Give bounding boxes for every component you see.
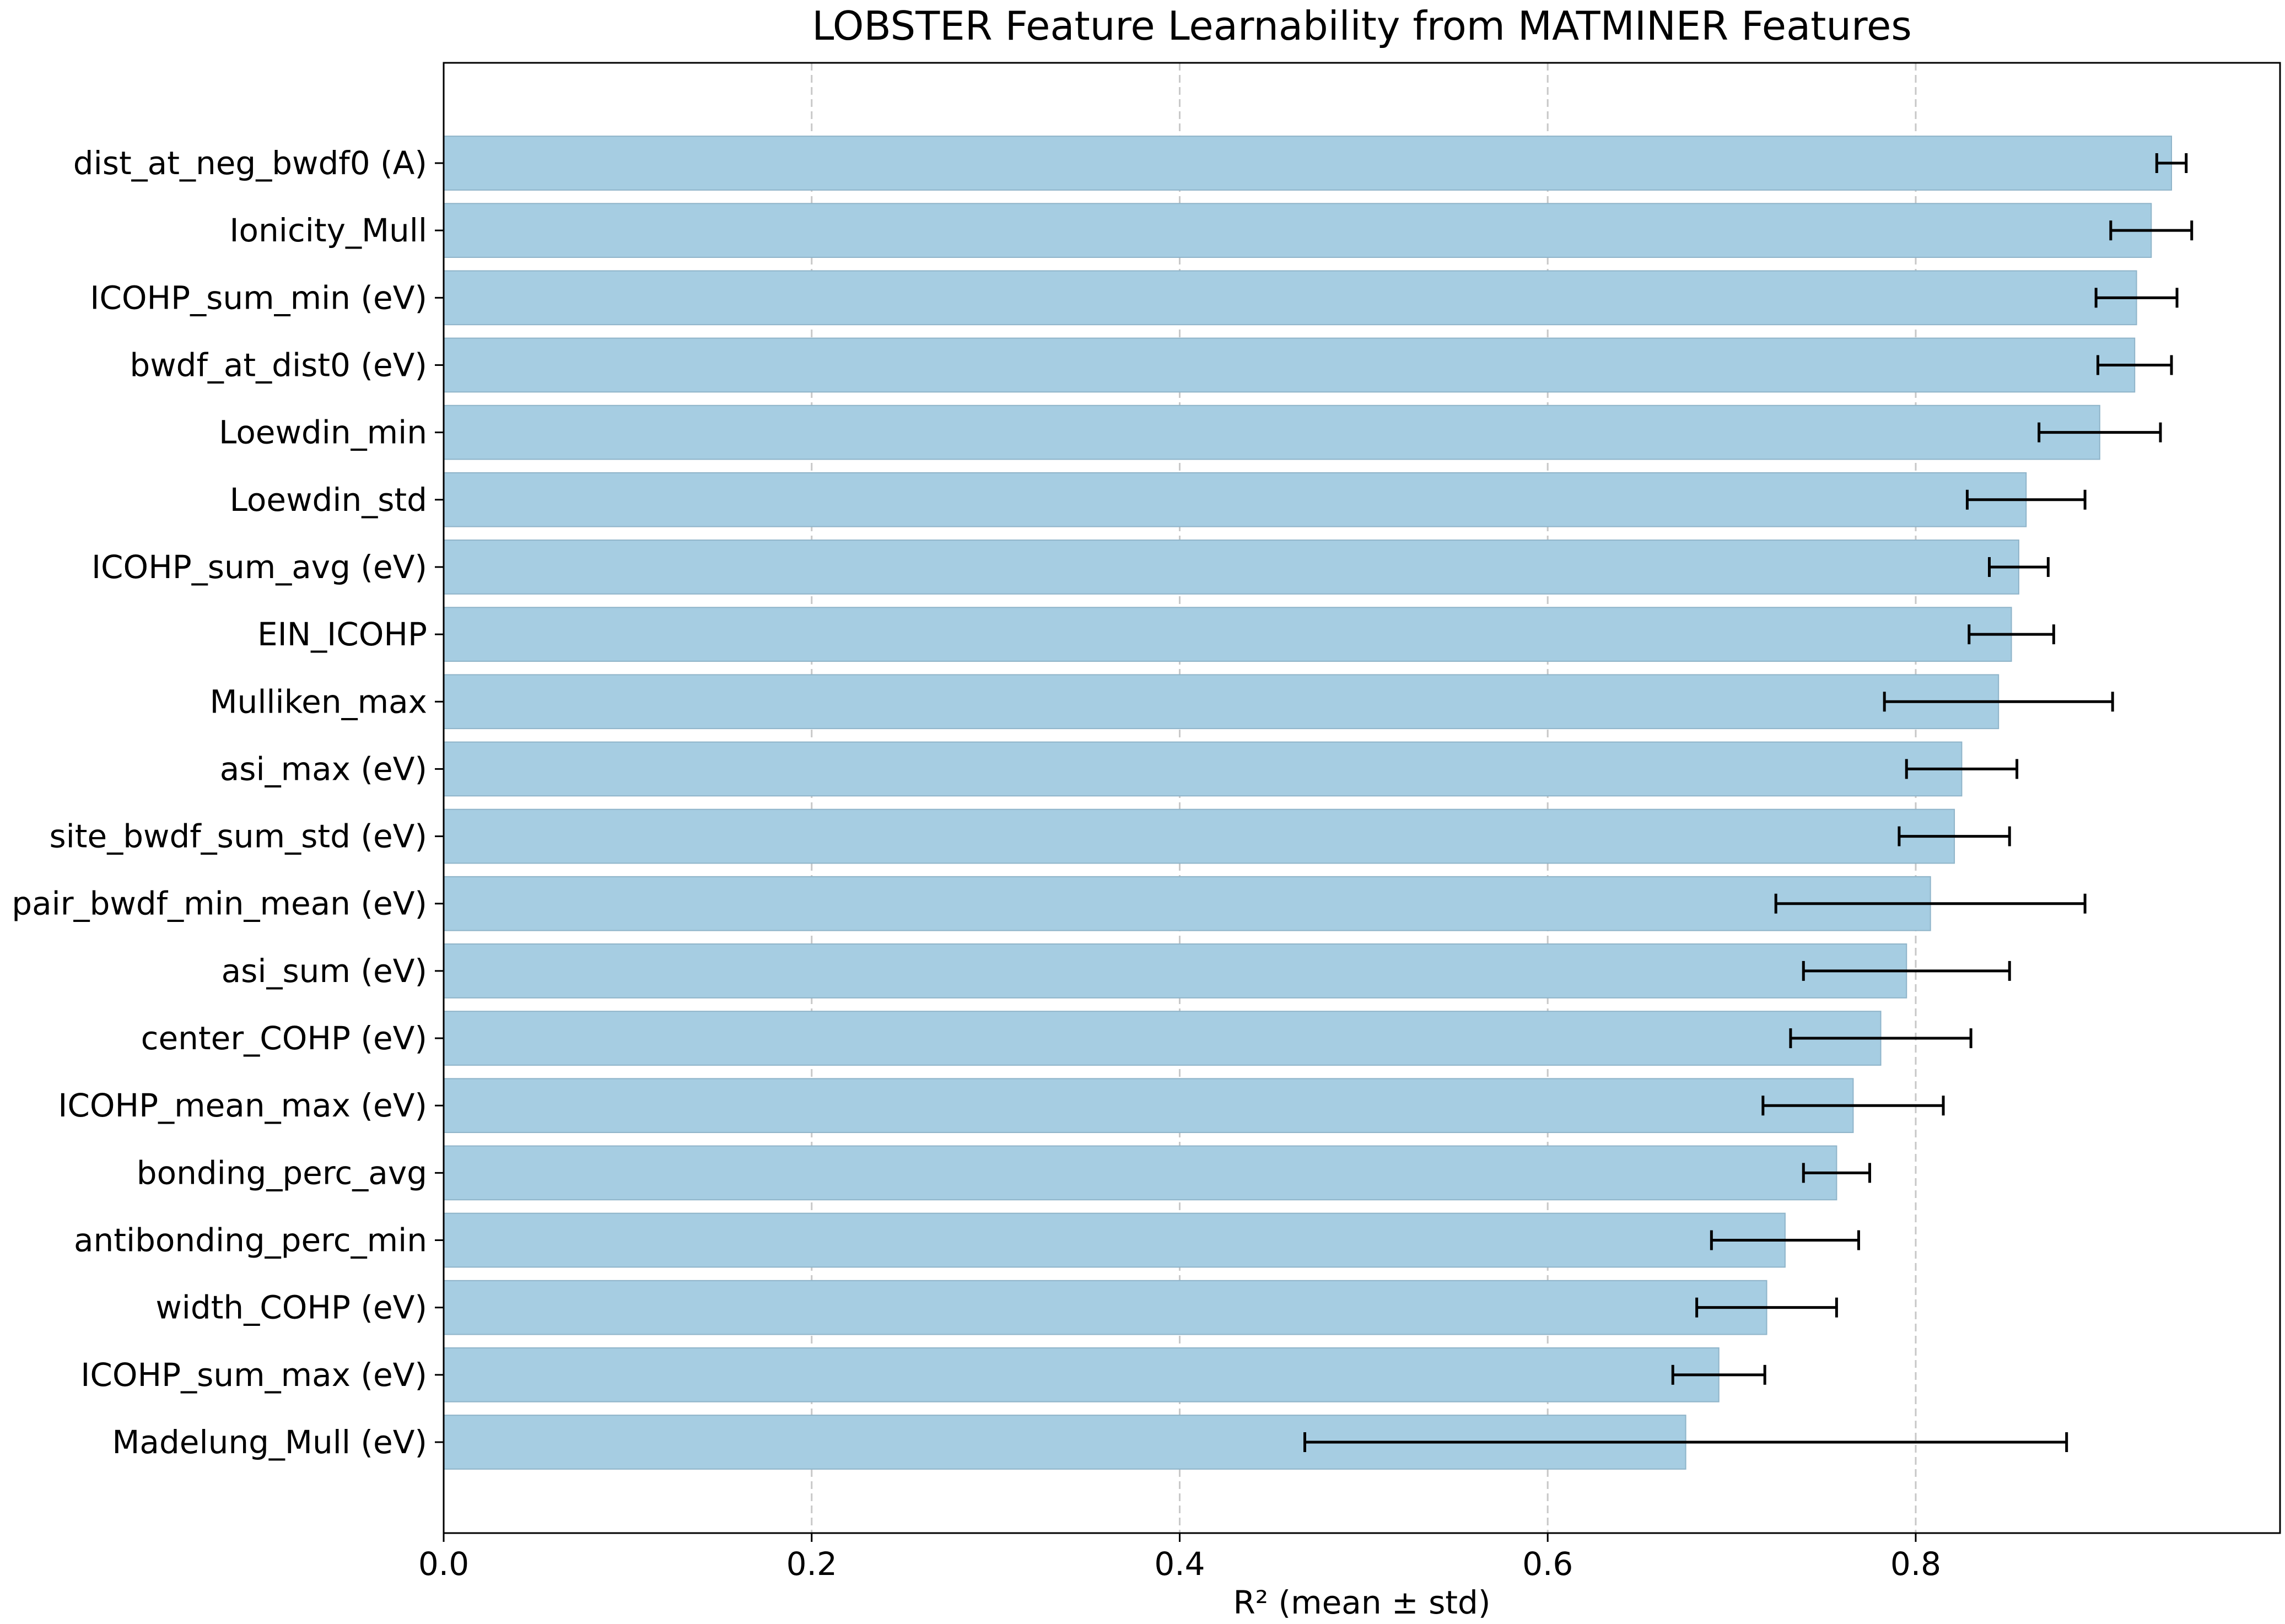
y-tick-label: dist_at_neg_bwdf0 (A)	[73, 144, 427, 182]
error-bar	[1671, 1364, 1766, 1385]
y-tick-label: ICOHP_mean_max (eV)	[58, 1087, 427, 1124]
error-bar	[2038, 422, 2162, 443]
bar	[443, 607, 2012, 662]
bar	[443, 741, 1963, 797]
bar	[443, 472, 2027, 527]
bar	[443, 674, 2000, 730]
error-bar	[1802, 961, 2011, 981]
y-tick-label: Ionicity_Mull	[229, 212, 427, 249]
bar	[443, 1347, 1720, 1402]
bar	[443, 136, 2173, 191]
bars	[443, 136, 2173, 1470]
error-bar	[1905, 759, 2019, 779]
error-bar	[1802, 1163, 1871, 1183]
x-tick-label: 0.4	[1154, 1545, 1205, 1583]
error-bar	[1774, 893, 2087, 914]
bar	[443, 943, 1907, 999]
y-tick-label: bonding_perc_avg	[137, 1154, 427, 1191]
y-tick-label: center_COHP (eV)	[141, 1019, 427, 1057]
y-axis-ticks: dist_at_neg_bwdf0 (A) Ionicity_Mull ICOHP_…	[12, 144, 444, 1461]
y-tick-label: Mulliken_max	[210, 683, 427, 720]
bar	[443, 1145, 1837, 1201]
error-bar	[1965, 489, 2087, 510]
y-tick-label: Madelung_Mull (eV)	[112, 1423, 427, 1461]
error-bar	[1898, 826, 2011, 846]
error-bar	[1710, 1230, 1860, 1250]
bar	[443, 337, 2136, 393]
y-tick-label: asi_max (eV)	[220, 750, 427, 787]
y-tick-label: asi_sum (eV)	[222, 952, 427, 990]
x-tick-label: 0.0	[418, 1545, 469, 1583]
x-tick-label: 0.6	[1522, 1545, 1573, 1583]
error-bar	[1987, 557, 2050, 577]
x-tick-label: 0.2	[786, 1545, 837, 1583]
bar	[443, 1280, 1767, 1335]
y-tick-label: antibonding_perc_min	[74, 1222, 427, 1259]
y-tick-label: ICOHP_sum_avg (eV)	[91, 548, 427, 586]
x-tick-label: 0.8	[1890, 1545, 1941, 1583]
y-tick-label: pair_bwdf_min_mean (eV)	[12, 885, 427, 922]
x-axis-ticks: 0.0 0.2 0.4 0.6 0.8	[418, 1533, 1941, 1583]
error-bar	[1303, 1432, 2068, 1452]
y-tick-label: Loewdin_std	[230, 481, 427, 519]
y-tick-label: EIN_ICOHP	[257, 616, 427, 653]
bar	[443, 1011, 1882, 1066]
error-bar	[1761, 1096, 1945, 1116]
error-bar	[1968, 624, 2055, 645]
error-bar	[2094, 288, 2179, 308]
x-axis-label: R² (mean ± std)	[1233, 1584, 1491, 1621]
bar	[443, 404, 2100, 460]
error-bar	[1883, 692, 2114, 712]
bar	[443, 1078, 1854, 1134]
bar	[443, 539, 2019, 595]
error-bar	[1695, 1297, 1838, 1318]
y-tick-label: ICOHP_sum_max (eV)	[80, 1356, 427, 1394]
y-tick-label: width_COHP (eV)	[155, 1289, 427, 1326]
y-tick-label: ICOHP_sum_min (eV)	[90, 279, 427, 316]
y-tick-label: Loewdin_min	[219, 414, 427, 451]
error-bar	[2096, 355, 2173, 375]
plot-frame	[443, 62, 2281, 1534]
bar	[443, 1212, 1786, 1268]
bar	[443, 808, 1955, 864]
bar	[443, 203, 2152, 258]
error-bars	[1303, 153, 2194, 1452]
bar	[443, 270, 2137, 326]
error-bar	[2155, 153, 2188, 173]
chart-title: LOBSTER Feature Learnability from MATMIN…	[812, 3, 1912, 49]
error-bar	[1789, 1028, 1973, 1049]
error-bar	[2109, 220, 2194, 241]
y-tick-label: bwdf_at_dist0 (eV)	[130, 346, 427, 384]
bar	[443, 876, 1931, 931]
y-tick-label: site_bwdf_sum_std (eV)	[49, 818, 427, 855]
